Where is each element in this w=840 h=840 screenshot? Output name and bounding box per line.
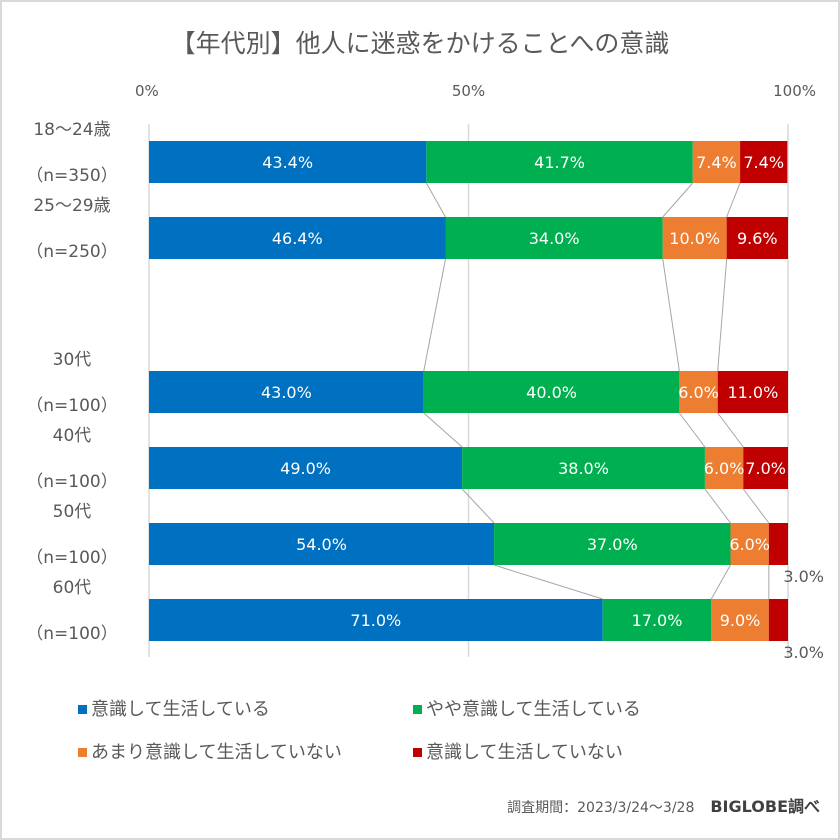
data-label: 40.0%	[526, 383, 577, 402]
series-line	[678, 412, 706, 448]
category-sample-size: （n=100）	[26, 548, 117, 568]
category-label: 25～29歳	[33, 196, 110, 216]
source-credit: BIGLOBE調べ	[710, 797, 820, 816]
legend-swatch	[413, 705, 422, 714]
data-label: 10.0%	[669, 229, 720, 248]
legend-label: あまり意識して生活していない	[91, 742, 342, 763]
series-line	[717, 258, 728, 372]
legend-label: やや意識して生活している	[426, 699, 641, 720]
bar-segment	[445, 217, 663, 259]
data-label: 17.0%	[632, 611, 683, 630]
bar-segment	[743, 447, 788, 489]
y-axis-categories: 18～24歳 （n=350） 25～29歳 （n=250） 30代 （n=100） 40代 （…	[26, 120, 117, 644]
bar-segment	[692, 141, 741, 183]
x-axis-ticks: 0% 50% 100%	[135, 82, 816, 100]
series-line	[423, 258, 446, 372]
bar-segment	[494, 523, 731, 565]
data-label: 34.0%	[529, 229, 580, 248]
bar-segment	[726, 217, 788, 259]
bar-segment	[740, 141, 788, 183]
series-line	[742, 488, 770, 524]
data-label: 49.0%	[280, 459, 331, 478]
data-label: 7.4%	[743, 153, 784, 172]
series-line	[423, 412, 463, 448]
data-label: 9.0%	[720, 611, 761, 630]
data-label: 37.0%	[587, 535, 638, 554]
data-label: 38.0%	[558, 459, 609, 478]
series-lines	[423, 182, 770, 600]
bar-segment	[730, 523, 769, 565]
category-sample-size: （n=350）	[26, 166, 117, 186]
bar-segment	[768, 523, 788, 565]
data-label: 6.0%	[704, 459, 745, 478]
legend-swatch	[78, 748, 87, 757]
data-label: 3.0%	[783, 643, 824, 662]
data-labels: 43.4% 41.7% 7.4% 7.4% 46.4% 34.0% 10.0% 9.6% 43.…	[261, 153, 824, 662]
bar-segment	[423, 371, 680, 413]
data-label: 6.0%	[678, 383, 719, 402]
legend-label: 意識して生活していない	[426, 742, 623, 763]
x-tick-label: 0%	[135, 82, 159, 100]
series-line	[425, 182, 446, 218]
series-line	[461, 488, 495, 524]
bar-segment	[462, 447, 705, 489]
series-line	[717, 412, 744, 448]
bar-segment	[149, 599, 603, 641]
category-sample-size: （n=100）	[26, 624, 117, 644]
bar-segment	[711, 599, 769, 641]
series-line	[726, 182, 741, 218]
data-label: 9.6%	[737, 229, 778, 248]
bar-segment	[704, 447, 744, 489]
data-label: 71.0%	[350, 611, 401, 630]
bar-segment	[679, 371, 718, 413]
series-line	[704, 488, 731, 524]
series-line	[493, 564, 603, 600]
bar-segment	[149, 371, 424, 413]
data-label: 43.4%	[262, 153, 313, 172]
series-line	[710, 564, 731, 600]
bar-segment	[662, 217, 727, 259]
legend-swatch	[78, 705, 87, 714]
data-label: 54.0%	[296, 535, 347, 554]
category-sample-size: （n=250）	[26, 242, 117, 262]
series-line	[662, 258, 680, 372]
data-label: 7.4%	[696, 153, 737, 172]
category-label: 18～24歳	[33, 120, 110, 140]
bar-segment	[602, 599, 712, 641]
x-tick-label: 50%	[452, 82, 485, 100]
bar-segment	[149, 523, 495, 565]
category-label: 50代	[53, 502, 92, 522]
bar-segment	[426, 141, 693, 183]
data-label: 41.7%	[534, 153, 585, 172]
data-label: 46.4%	[272, 229, 323, 248]
survey-period: 調査期間：2023/3/24～3/28	[507, 800, 695, 816]
data-label: 43.0%	[261, 383, 312, 402]
category-label: 40代	[53, 426, 92, 446]
legend-swatch	[413, 748, 422, 757]
bar-segment	[768, 599, 788, 641]
chart-title: 【年代別】他人に迷惑をかけることへの意識	[170, 29, 670, 58]
category-label: 30代	[53, 350, 92, 370]
data-label: 6.0%	[729, 535, 770, 554]
x-tick-label: 100%	[773, 82, 816, 100]
category-label: 60代	[53, 578, 92, 598]
bar-segment	[149, 447, 463, 489]
data-label: 11.0%	[727, 383, 778, 402]
legend-label: 意識して生活している	[91, 699, 270, 720]
bar-segment	[149, 217, 446, 259]
series-line	[662, 182, 694, 218]
category-sample-size: （n=100）	[26, 472, 117, 492]
category-sample-size: （n=100）	[26, 396, 117, 416]
bar-segment	[149, 141, 427, 183]
bar-segment	[717, 371, 788, 413]
footer: 調査期間：2023/3/24～3/28 BIGLOBE調べ	[507, 793, 820, 817]
data-label: 7.0%	[745, 459, 786, 478]
bars	[149, 141, 788, 641]
data-label: 3.0%	[783, 567, 824, 586]
